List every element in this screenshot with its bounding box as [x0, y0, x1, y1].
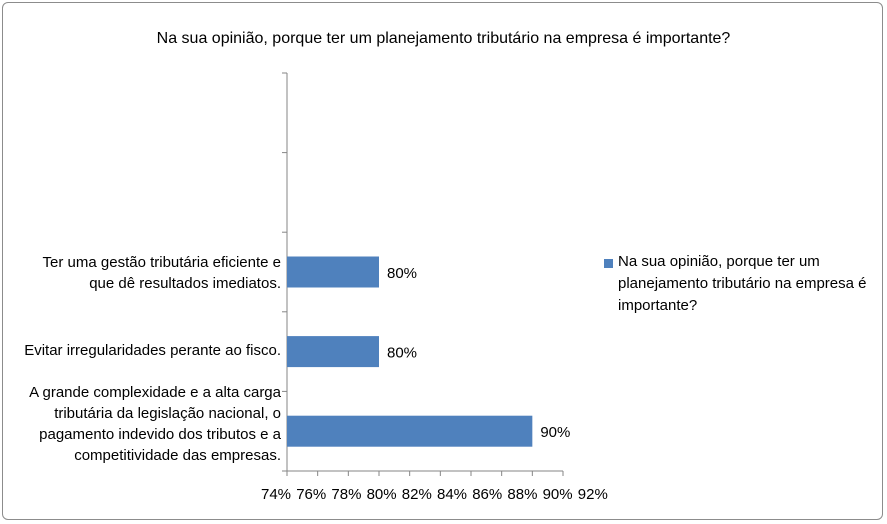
- bar: [287, 415, 533, 447]
- legend-swatch: [604, 259, 613, 268]
- bar: [287, 256, 379, 288]
- category-label: Ter uma gestão tributária eficiente e qu…: [43, 252, 281, 294]
- x-tick-label: 76%: [296, 486, 326, 503]
- x-tick-label: 92%: [578, 486, 608, 503]
- category-label-line: tributária da legislação nacional, o: [54, 405, 281, 422]
- category-label: A grande complexidade e a alta carga tri…: [29, 382, 281, 466]
- x-tick-label: 74%: [261, 486, 291, 503]
- legend-label: Na sua opinião, porque ter um planejamen…: [618, 253, 867, 314]
- category-label-line: A grande complexidade e a alta carga: [29, 384, 281, 401]
- data-label: 80%: [387, 345, 417, 362]
- data-label: 80%: [387, 265, 417, 282]
- x-tick-label: 82%: [402, 486, 432, 503]
- data-label: 90%: [540, 424, 570, 441]
- x-tick-label: 80%: [367, 486, 397, 503]
- legend: Na sua opinião, porque ter um planejamen…: [604, 251, 874, 317]
- x-tick-label: 84%: [437, 486, 467, 503]
- category-label: Evitar irregularidades perante ao fisco.: [24, 340, 281, 361]
- category-label-line: pagamento indevido dos tributos e a: [39, 426, 281, 443]
- x-tick-label: 86%: [472, 486, 502, 503]
- x-tick-label: 88%: [507, 486, 537, 503]
- chart-title: Na sua opinião, porque ter um planejamen…: [156, 30, 731, 47]
- category-label-line: Ter uma gestão tributária eficiente e: [42, 254, 281, 271]
- x-tick-label: 78%: [331, 486, 361, 503]
- category-label-line: competitividade das empresas.: [74, 447, 281, 464]
- x-tick-label: 90%: [543, 486, 573, 503]
- category-label-line: que dê resultados imediatos.: [89, 275, 281, 292]
- category-label-line: Evitar irregularidades perante ao fisco.: [24, 342, 281, 359]
- bar: [287, 336, 379, 368]
